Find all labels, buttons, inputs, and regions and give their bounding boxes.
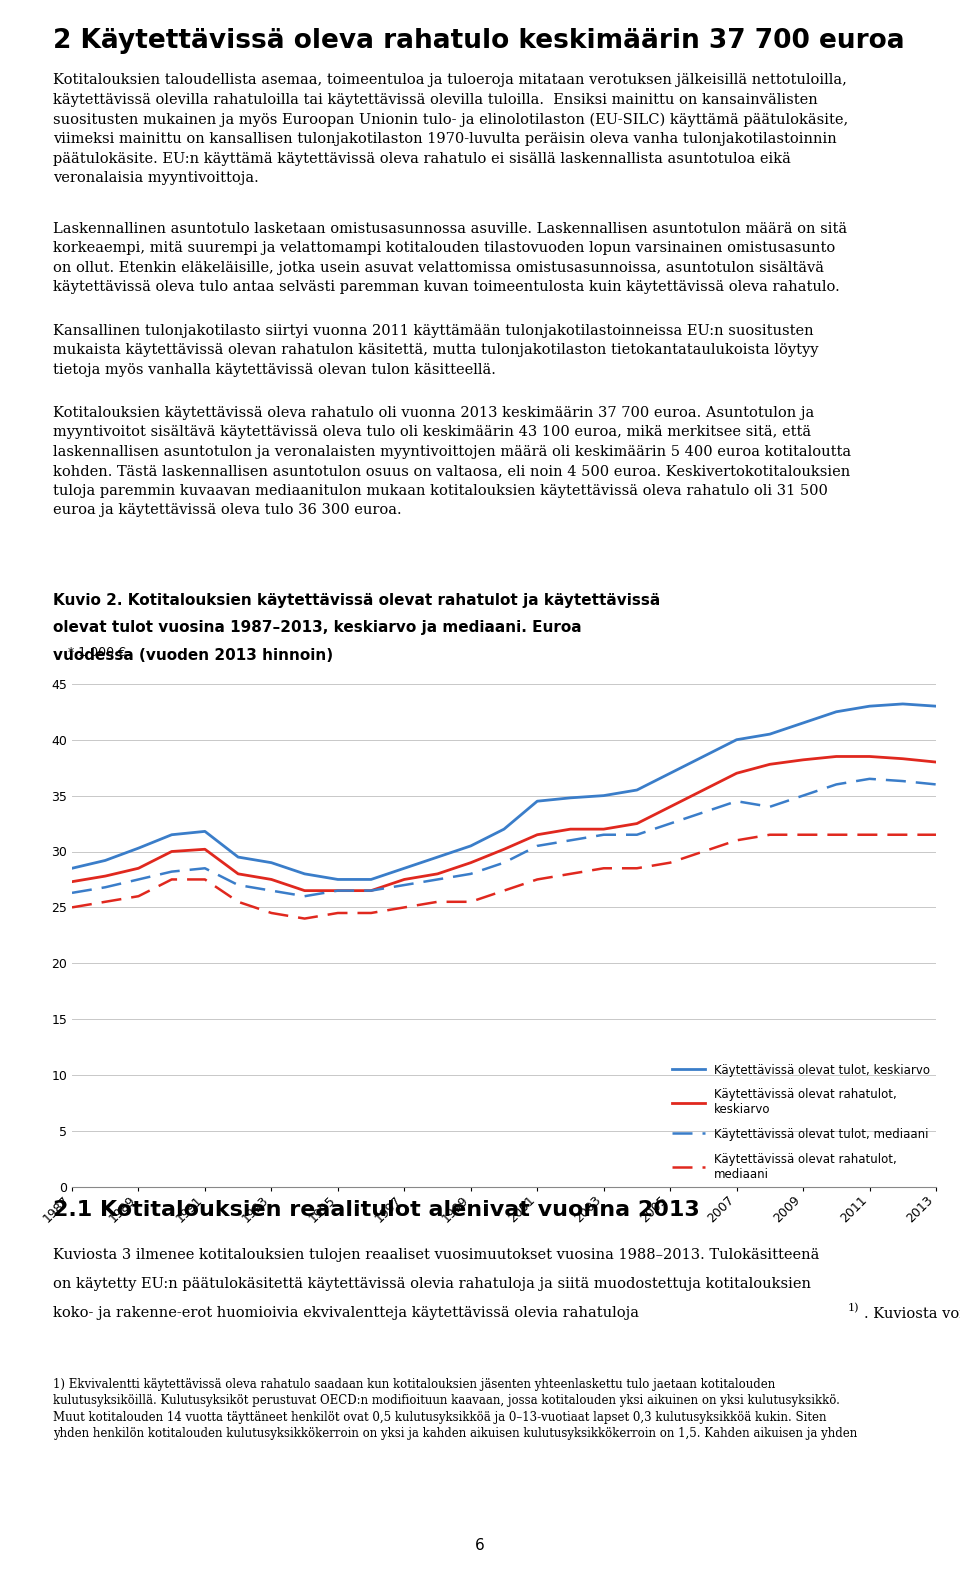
Text: 1) Ekvivalentti käytettävissä oleva rahatulo saadaan kun kotitalouksien jäsenten: 1) Ekvivalentti käytettävissä oleva raha… (53, 1377, 857, 1440)
Text: 2.1 Kotitalouksien reaalitulot alenivat vuonna 2013: 2.1 Kotitalouksien reaalitulot alenivat … (53, 1201, 700, 1220)
Text: . Kuviosta voi havaita,: . Kuviosta voi havaita, (864, 1306, 960, 1320)
Text: 1): 1) (848, 1303, 859, 1314)
Text: on käytetty EU:n päätulokäsitettä käytettävissä olevia rahatuloja ja siitä muodo: on käytetty EU:n päätulokäsitettä käytet… (53, 1276, 811, 1291)
Text: olevat tulot vuosina 1987–2013, keskiarvo ja mediaani. Euroa: olevat tulot vuosina 1987–2013, keskiarv… (53, 619, 582, 635)
Text: koko- ja rakenne-erot huomioivia ekvivalentteja käytettävissä olevia rahatuloja: koko- ja rakenne-erot huomioivia ekvival… (53, 1306, 638, 1320)
Text: Kansallinen tulonjakotilasto siirtyi vuonna 2011 käyttämään tulonjakotilastoinne: Kansallinen tulonjakotilasto siirtyi vuo… (53, 324, 818, 377)
Text: 6: 6 (475, 1537, 485, 1553)
Text: Kuvio 2. Kotitalouksien käytettävissä olevat rahatulot ja käytettävissä: Kuvio 2. Kotitalouksien käytettävissä ol… (53, 593, 660, 608)
Text: 2 Käytettävissä oleva rahatulo keskimäärin 37 700 euroa: 2 Käytettävissä oleva rahatulo keskimäär… (53, 28, 904, 55)
Text: * 1 000 €: * 1 000 € (67, 646, 126, 659)
Legend: Käytettävissä olevat tulot, keskiarvo, Käytettävissä olevat rahatulot,
keskiarvo: Käytettävissä olevat tulot, keskiarvo, K… (672, 1064, 930, 1181)
Text: Kotitalouksien taloudellista asemaa, toimeentuloa ja tuloeroja mitataan verotuks: Kotitalouksien taloudellista asemaa, toi… (53, 72, 848, 185)
Text: Kotitalouksien käytettävissä oleva rahatulo oli vuonna 2013 keskimäärin 37 700 e: Kotitalouksien käytettävissä oleva rahat… (53, 406, 851, 517)
Text: Laskennallinen asuntotulo lasketaan omistusasunnossa asuville. Laskennallisen as: Laskennallinen asuntotulo lasketaan omis… (53, 222, 847, 294)
Text: Kuviosta 3 ilmenee kotitalouksien tulojen reaaliset vuosimuutokset vuosina 1988–: Kuviosta 3 ilmenee kotitalouksien tuloje… (53, 1248, 819, 1262)
Text: vuodessa (vuoden 2013 hinnoin): vuodessa (vuoden 2013 hinnoin) (53, 648, 333, 663)
